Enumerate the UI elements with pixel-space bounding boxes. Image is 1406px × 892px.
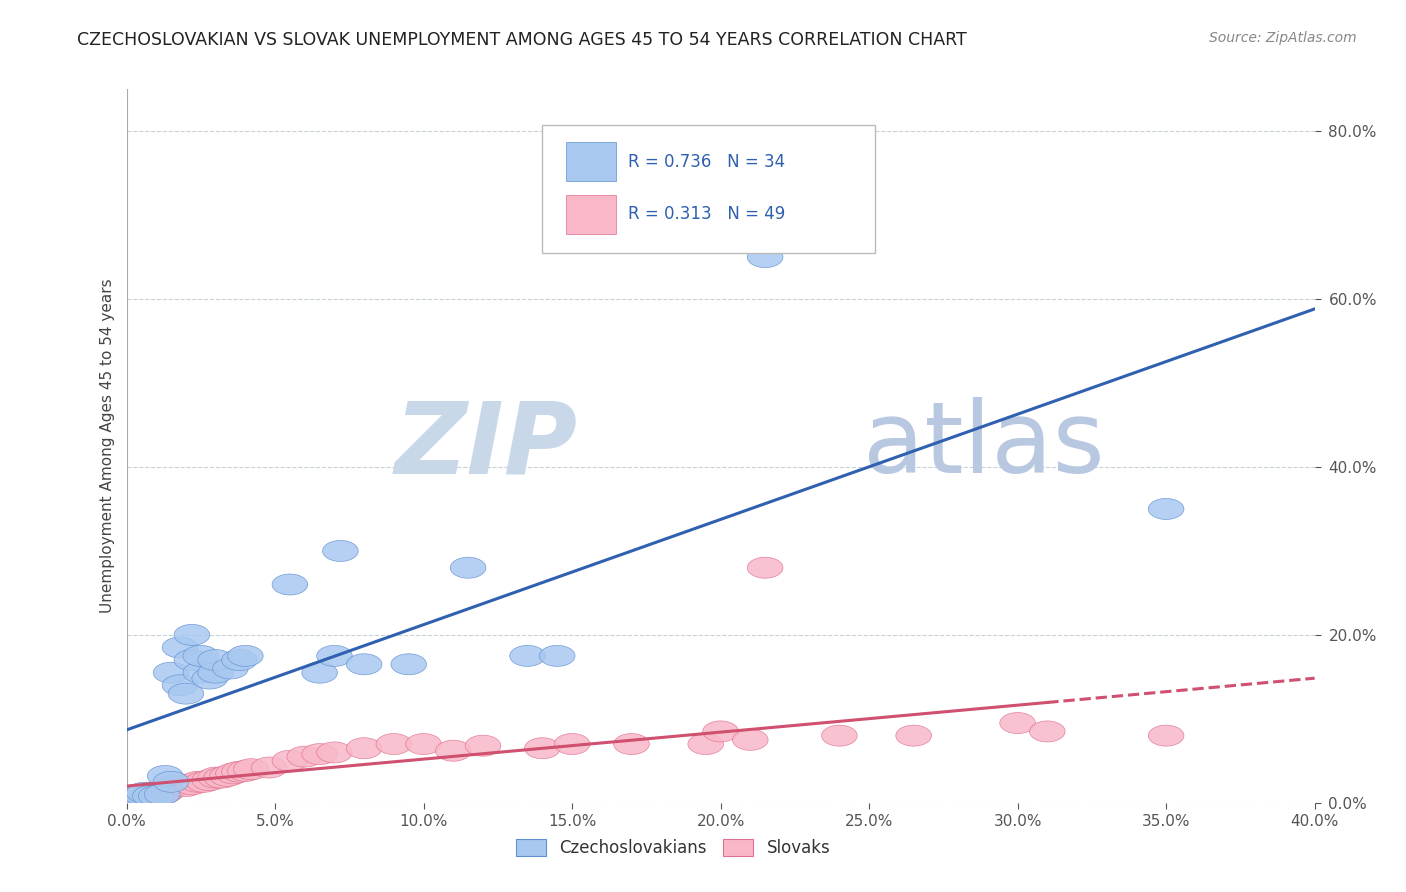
Ellipse shape <box>896 725 931 746</box>
Ellipse shape <box>148 765 183 787</box>
Ellipse shape <box>554 733 591 755</box>
Y-axis label: Unemployment Among Ages 45 to 54 years: Unemployment Among Ages 45 to 54 years <box>100 278 115 614</box>
Ellipse shape <box>138 781 174 803</box>
Ellipse shape <box>748 558 783 578</box>
Ellipse shape <box>391 654 426 674</box>
Ellipse shape <box>138 786 174 806</box>
Ellipse shape <box>821 725 858 746</box>
Ellipse shape <box>162 637 198 658</box>
Ellipse shape <box>156 775 191 797</box>
Ellipse shape <box>121 787 156 807</box>
Ellipse shape <box>322 541 359 561</box>
Ellipse shape <box>450 558 486 578</box>
Ellipse shape <box>198 662 233 683</box>
Ellipse shape <box>153 775 188 797</box>
Text: R = 0.736   N = 34: R = 0.736 N = 34 <box>628 153 785 170</box>
Ellipse shape <box>613 733 650 755</box>
Ellipse shape <box>124 784 159 805</box>
Ellipse shape <box>209 765 246 787</box>
Ellipse shape <box>150 780 186 801</box>
Ellipse shape <box>1029 721 1066 742</box>
Text: CZECHOSLOVAKIAN VS SLOVAK UNEMPLOYMENT AMONG AGES 45 TO 54 YEARS CORRELATION CHA: CZECHOSLOVAKIAN VS SLOVAK UNEMPLOYMENT A… <box>77 31 967 49</box>
Ellipse shape <box>465 735 501 756</box>
Ellipse shape <box>153 662 188 683</box>
Ellipse shape <box>233 759 269 780</box>
Ellipse shape <box>145 784 180 805</box>
Ellipse shape <box>198 649 233 671</box>
Ellipse shape <box>1000 713 1035 733</box>
Ellipse shape <box>222 761 257 782</box>
Ellipse shape <box>1149 725 1184 746</box>
FancyBboxPatch shape <box>543 125 875 253</box>
Ellipse shape <box>273 750 308 772</box>
FancyBboxPatch shape <box>567 142 616 181</box>
Ellipse shape <box>204 767 239 789</box>
Ellipse shape <box>198 767 233 789</box>
Ellipse shape <box>436 740 471 761</box>
Ellipse shape <box>127 784 162 805</box>
Ellipse shape <box>302 662 337 683</box>
Ellipse shape <box>115 789 150 809</box>
Ellipse shape <box>287 746 322 767</box>
Ellipse shape <box>174 774 209 795</box>
Ellipse shape <box>162 774 198 795</box>
Ellipse shape <box>142 784 177 805</box>
Ellipse shape <box>703 721 738 742</box>
Ellipse shape <box>375 733 412 755</box>
Ellipse shape <box>302 744 337 764</box>
Ellipse shape <box>180 772 215 792</box>
Ellipse shape <box>129 784 165 805</box>
Ellipse shape <box>215 763 252 784</box>
Text: R = 0.313   N = 49: R = 0.313 N = 49 <box>628 205 785 223</box>
Ellipse shape <box>524 738 560 759</box>
Ellipse shape <box>252 757 287 778</box>
Ellipse shape <box>183 646 218 666</box>
Text: ZIP: ZIP <box>395 398 578 494</box>
Ellipse shape <box>186 772 222 792</box>
Ellipse shape <box>316 742 353 763</box>
Ellipse shape <box>174 624 209 646</box>
Ellipse shape <box>228 760 263 781</box>
Ellipse shape <box>162 674 198 696</box>
Ellipse shape <box>688 733 724 755</box>
FancyBboxPatch shape <box>567 194 616 234</box>
Text: atlas: atlas <box>863 398 1105 494</box>
Ellipse shape <box>191 770 228 790</box>
Text: Source: ZipAtlas.com: Source: ZipAtlas.com <box>1209 31 1357 45</box>
Ellipse shape <box>191 668 228 689</box>
Ellipse shape <box>228 646 263 666</box>
Ellipse shape <box>145 782 180 803</box>
Ellipse shape <box>212 658 249 679</box>
Ellipse shape <box>733 730 768 750</box>
Ellipse shape <box>183 662 218 683</box>
Ellipse shape <box>169 683 204 704</box>
Ellipse shape <box>1149 499 1184 519</box>
Ellipse shape <box>148 782 183 803</box>
Ellipse shape <box>124 786 159 806</box>
Ellipse shape <box>748 246 783 268</box>
Ellipse shape <box>132 786 169 806</box>
Ellipse shape <box>132 782 169 803</box>
Ellipse shape <box>273 574 308 595</box>
Ellipse shape <box>135 784 172 805</box>
Ellipse shape <box>406 733 441 755</box>
Ellipse shape <box>316 646 353 666</box>
Ellipse shape <box>127 782 162 803</box>
Ellipse shape <box>346 654 382 674</box>
Ellipse shape <box>510 646 546 666</box>
Ellipse shape <box>169 775 204 797</box>
Ellipse shape <box>346 738 382 759</box>
Ellipse shape <box>115 789 150 809</box>
Ellipse shape <box>540 646 575 666</box>
Ellipse shape <box>174 649 209 671</box>
Ellipse shape <box>121 786 156 806</box>
Legend: Czechoslovakians, Slovaks: Czechoslovakians, Slovaks <box>510 834 835 863</box>
Ellipse shape <box>222 649 257 671</box>
Ellipse shape <box>153 772 188 792</box>
